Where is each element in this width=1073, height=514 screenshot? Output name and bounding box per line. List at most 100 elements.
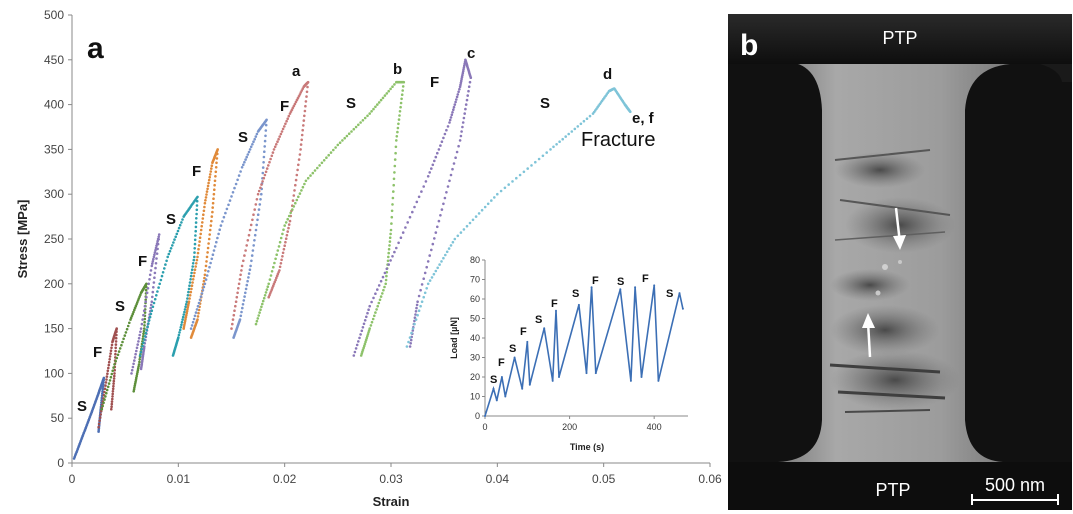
data-point xyxy=(241,306,244,310)
data-point xyxy=(376,288,379,291)
data-point xyxy=(209,224,213,227)
data-point xyxy=(423,271,427,275)
data-point xyxy=(139,351,143,354)
data-point xyxy=(149,306,152,310)
data-point xyxy=(518,173,522,177)
inset-annotation: S xyxy=(535,314,542,326)
data-point xyxy=(329,151,333,154)
data-point xyxy=(107,360,111,364)
data-point xyxy=(111,395,114,398)
inset-data-point xyxy=(590,286,593,289)
data-point xyxy=(190,284,194,288)
data-point xyxy=(445,191,448,194)
data-point xyxy=(309,174,312,177)
data-point xyxy=(279,132,283,136)
data-point xyxy=(171,244,174,247)
data-point xyxy=(391,85,394,88)
data-point xyxy=(445,250,449,254)
series-5 xyxy=(182,148,219,339)
data-point xyxy=(189,274,193,278)
annotation-label: F xyxy=(192,163,201,180)
data-point xyxy=(327,153,331,157)
data-point xyxy=(155,257,158,260)
data-point xyxy=(114,340,118,343)
data-point xyxy=(263,173,267,177)
data-point xyxy=(243,160,246,164)
data-point xyxy=(151,290,155,294)
data-point xyxy=(145,328,148,332)
data-point xyxy=(105,375,109,378)
data-point xyxy=(239,170,242,173)
data-point xyxy=(361,119,365,122)
data-point xyxy=(177,226,181,230)
data-point xyxy=(207,181,210,185)
data-point xyxy=(268,160,271,164)
data-point xyxy=(188,297,191,300)
data-point xyxy=(372,296,375,300)
data-point xyxy=(186,294,190,297)
data-point xyxy=(387,255,390,259)
data-point xyxy=(145,295,148,299)
data-point xyxy=(454,100,457,104)
x-tick-label: 0.03 xyxy=(379,472,403,486)
data-point xyxy=(197,244,201,247)
data-point xyxy=(207,270,210,273)
data-point xyxy=(287,226,290,230)
data-point xyxy=(555,143,558,146)
inset-data-point xyxy=(594,372,597,375)
data-point xyxy=(192,258,196,262)
data-point xyxy=(145,291,149,295)
data-point xyxy=(383,271,387,275)
data-point xyxy=(101,385,105,389)
data-point xyxy=(144,288,148,292)
data-point xyxy=(300,138,304,142)
data-point xyxy=(413,316,417,320)
inset-y-tick-label: 0 xyxy=(475,411,480,421)
data-point xyxy=(293,102,297,106)
data-point xyxy=(208,233,211,236)
data-point xyxy=(561,137,564,141)
data-point xyxy=(190,287,193,291)
data-point xyxy=(453,103,457,106)
data-point xyxy=(411,329,415,332)
data-point xyxy=(112,379,116,383)
data-point xyxy=(297,195,300,199)
data-point xyxy=(325,156,328,159)
data-point xyxy=(181,318,184,321)
data-point xyxy=(454,156,457,159)
data-point xyxy=(136,301,139,304)
data-point xyxy=(214,175,217,178)
data-point xyxy=(213,245,217,248)
inset-data-point xyxy=(653,284,656,287)
data-point xyxy=(390,209,394,213)
data-point xyxy=(537,157,541,161)
data-point xyxy=(468,80,472,84)
data-point xyxy=(114,359,117,363)
data-point xyxy=(233,186,236,190)
data-point xyxy=(493,196,496,199)
inset-y-axis-label: Load [µN] xyxy=(449,317,459,359)
data-point xyxy=(275,253,279,256)
data-point xyxy=(384,278,388,282)
data-point xyxy=(191,320,195,324)
data-point xyxy=(588,114,592,118)
data-point xyxy=(423,291,427,295)
data-point xyxy=(291,208,294,211)
data-point xyxy=(306,85,309,89)
annotation-label: S xyxy=(77,398,87,415)
annotation-label: a xyxy=(292,63,301,80)
data-point xyxy=(443,196,447,200)
data-point xyxy=(276,140,279,143)
data-point xyxy=(144,331,148,335)
data-point xyxy=(294,178,298,182)
series-1 xyxy=(97,327,118,429)
inset-data-point xyxy=(521,387,524,390)
data-point xyxy=(203,205,206,209)
inset-annotation: S xyxy=(572,288,579,300)
data-point xyxy=(156,290,159,293)
data-point xyxy=(268,278,272,281)
data-point xyxy=(242,259,245,263)
data-point xyxy=(400,93,404,96)
data-point xyxy=(138,333,141,337)
